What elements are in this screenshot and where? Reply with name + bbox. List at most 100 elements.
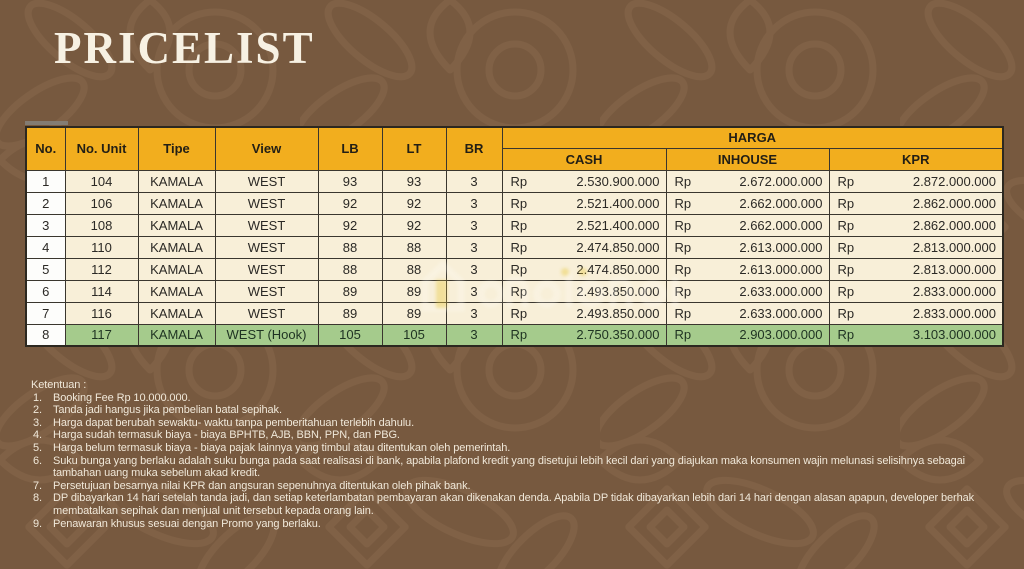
notes-list: 1. Booking Fee Rp 10.000.000. 2. Tanda jadi…: [31, 392, 1015, 531]
note-text: Harga dapat berubah sewaktu- waktu tanpa…: [53, 416, 415, 429]
cell-unit: 104: [64, 169, 139, 193]
cell-lt: 88: [381, 257, 447, 281]
table-row: 5 112 KAMALA WEST 88 88 3 Rp 2.474.850.000 Rp 2.61…: [25, 257, 1004, 281]
page-title: PRICELIST: [54, 23, 315, 73]
cell-inhouse: Rp 2.662.000.000: [665, 191, 830, 215]
amount-value: 2.862.000.000: [912, 195, 996, 211]
amount-value: 2.493.850.000: [576, 305, 660, 321]
cell-unit: 108: [64, 213, 139, 237]
cell-lb: 88: [317, 235, 383, 259]
currency-label: Rp: [510, 173, 528, 189]
cell-tipe: KAMALA: [137, 257, 216, 281]
column-header-br: BR: [445, 126, 503, 171]
currency-label: Rp: [510, 327, 528, 343]
cell-no: 6: [25, 279, 66, 303]
cell-unit: 116: [64, 301, 139, 325]
amount-value: 2.813.000.000: [912, 239, 996, 255]
cell-lt: 89: [381, 279, 447, 303]
column-header-lb: LB: [317, 126, 383, 171]
currency-label: Rp: [674, 239, 692, 255]
table-row: 6 114 KAMALA WEST 89 89 3 Rp 2.493.850.000 Rp 2.63…: [25, 279, 1004, 303]
cell-unit: 106: [64, 191, 139, 215]
note-number: 5.: [33, 441, 42, 454]
cell-unit: 114: [64, 279, 139, 303]
cell-lb: 89: [317, 279, 383, 303]
currency-label: Rp: [674, 195, 692, 211]
cell-inhouse: Rp 2.633.000.000: [665, 279, 830, 303]
table-row: 7 116 KAMALA WEST 89 89 3 Rp 2.493.850.000 Rp 2.63…: [25, 301, 1004, 325]
amount-value: 2.833.000.000: [912, 305, 996, 321]
note-item: 1. Booking Fee Rp 10.000.000.: [31, 392, 1015, 405]
currency-label: Rp: [837, 173, 855, 189]
cell-tipe: KAMALA: [137, 191, 216, 215]
amount-value: 3.103.000.000: [912, 327, 996, 343]
cell-inhouse: Rp 2.662.000.000: [665, 213, 830, 237]
cell-tipe: KAMALA: [137, 301, 216, 325]
notes-section: Ketentuan : 1. Booking Fee Rp 10.000.000.…: [31, 379, 1015, 530]
amount-value: 2.474.850.000: [576, 239, 660, 255]
cell-lt: 88: [381, 235, 447, 259]
table-row: 8 117 KAMALA WEST (Hook) 105 105 3 Rp 2.750.350.…: [25, 323, 1004, 347]
cell-kpr: Rp 2.813.000.000: [828, 235, 1004, 259]
currency-label: Rp: [837, 283, 855, 299]
cell-lb: 92: [317, 191, 383, 215]
cell-kpr: Rp 2.862.000.000: [828, 191, 1004, 215]
cell-cash: Rp 2.474.850.000: [501, 235, 667, 259]
cell-br: 3: [445, 301, 503, 325]
currency-label: Rp: [510, 261, 528, 277]
note-item: 7. Persetujuan besarnya nilai KPR dan ang…: [31, 480, 1015, 493]
currency-label: Rp: [510, 239, 528, 255]
cell-tipe: KAMALA: [137, 169, 216, 193]
cell-cash: Rp 2.474.850.000: [501, 257, 667, 281]
table-row: 2 106 KAMALA WEST 92 92 3 Rp 2.521.400.000 Rp 2.66…: [25, 191, 1004, 215]
amount-value: 2.493.850.000: [576, 283, 660, 299]
note-number: 9.: [33, 517, 42, 530]
cell-lt: 92: [381, 213, 447, 237]
cell-tipe: KAMALA: [137, 235, 216, 259]
cell-view: WEST: [214, 213, 319, 237]
table-row: 1 104 KAMALA WEST 93 93 3 Rp 2.530.900.000 Rp 2.67…: [25, 169, 1004, 193]
amount-value: 2.530.900.000: [576, 173, 660, 189]
currency-label: Rp: [674, 217, 692, 233]
amount-value: 2.903.000.000: [739, 327, 823, 343]
amount-value: 2.662.000.000: [739, 195, 823, 211]
note-number: 1.: [33, 391, 42, 404]
amount-value: 2.872.000.000: [912, 173, 996, 189]
currency-label: Rp: [674, 305, 692, 321]
pricelist-table: No. No. Unit Tipe View LB LT BR HARGA CA…: [25, 126, 1004, 347]
table-row: 4 110 KAMALA WEST 88 88 3 Rp 2.474.850.000 Rp 2.61…: [25, 235, 1004, 259]
column-header-kpr: KPR: [828, 147, 1004, 171]
amount-value: 2.613.000.000: [739, 261, 823, 277]
cell-no: 1: [25, 169, 66, 193]
cell-lt: 93: [381, 169, 447, 193]
cell-no: 3: [25, 213, 66, 237]
amount-value: 2.521.400.000: [576, 195, 660, 211]
cell-inhouse: Rp 2.672.000.000: [665, 169, 830, 193]
amount-value: 2.633.000.000: [739, 305, 823, 321]
currency-label: Rp: [674, 283, 692, 299]
note-item: 5. Harga belum termasuk biaya - biaya paj…: [31, 442, 1015, 455]
column-header-inhouse: INHOUSE: [665, 147, 830, 171]
note-number: 6.: [33, 454, 42, 467]
currency-label: Rp: [837, 195, 855, 211]
cell-view: WEST: [214, 235, 319, 259]
cell-view: WEST: [214, 257, 319, 281]
currency-label: Rp: [510, 283, 528, 299]
cell-inhouse: Rp 2.613.000.000: [665, 257, 830, 281]
note-text: Suku bunga yang berlaku adalah suku bung…: [53, 454, 966, 480]
cell-unit: 110: [64, 235, 139, 259]
currency-label: Rp: [837, 327, 855, 343]
column-header-cash: CASH: [501, 147, 667, 171]
note-number: 2.: [33, 404, 42, 417]
cell-br: 3: [445, 323, 503, 347]
note-text: DP dibayarkan 14 hari setelah tanda jadi…: [53, 492, 975, 517]
amount-value: 2.474.850.000: [576, 261, 660, 277]
amount-value: 2.833.000.000: [912, 283, 996, 299]
cell-view: WEST: [214, 169, 319, 193]
column-header-lt: LT: [381, 126, 447, 171]
cell-lt: 89: [381, 301, 447, 325]
cell-lb: 105: [317, 323, 383, 347]
cell-kpr: Rp 2.872.000.000: [828, 169, 1004, 193]
cell-cash: Rp 2.521.400.000: [501, 213, 667, 237]
cell-lb: 92: [317, 213, 383, 237]
